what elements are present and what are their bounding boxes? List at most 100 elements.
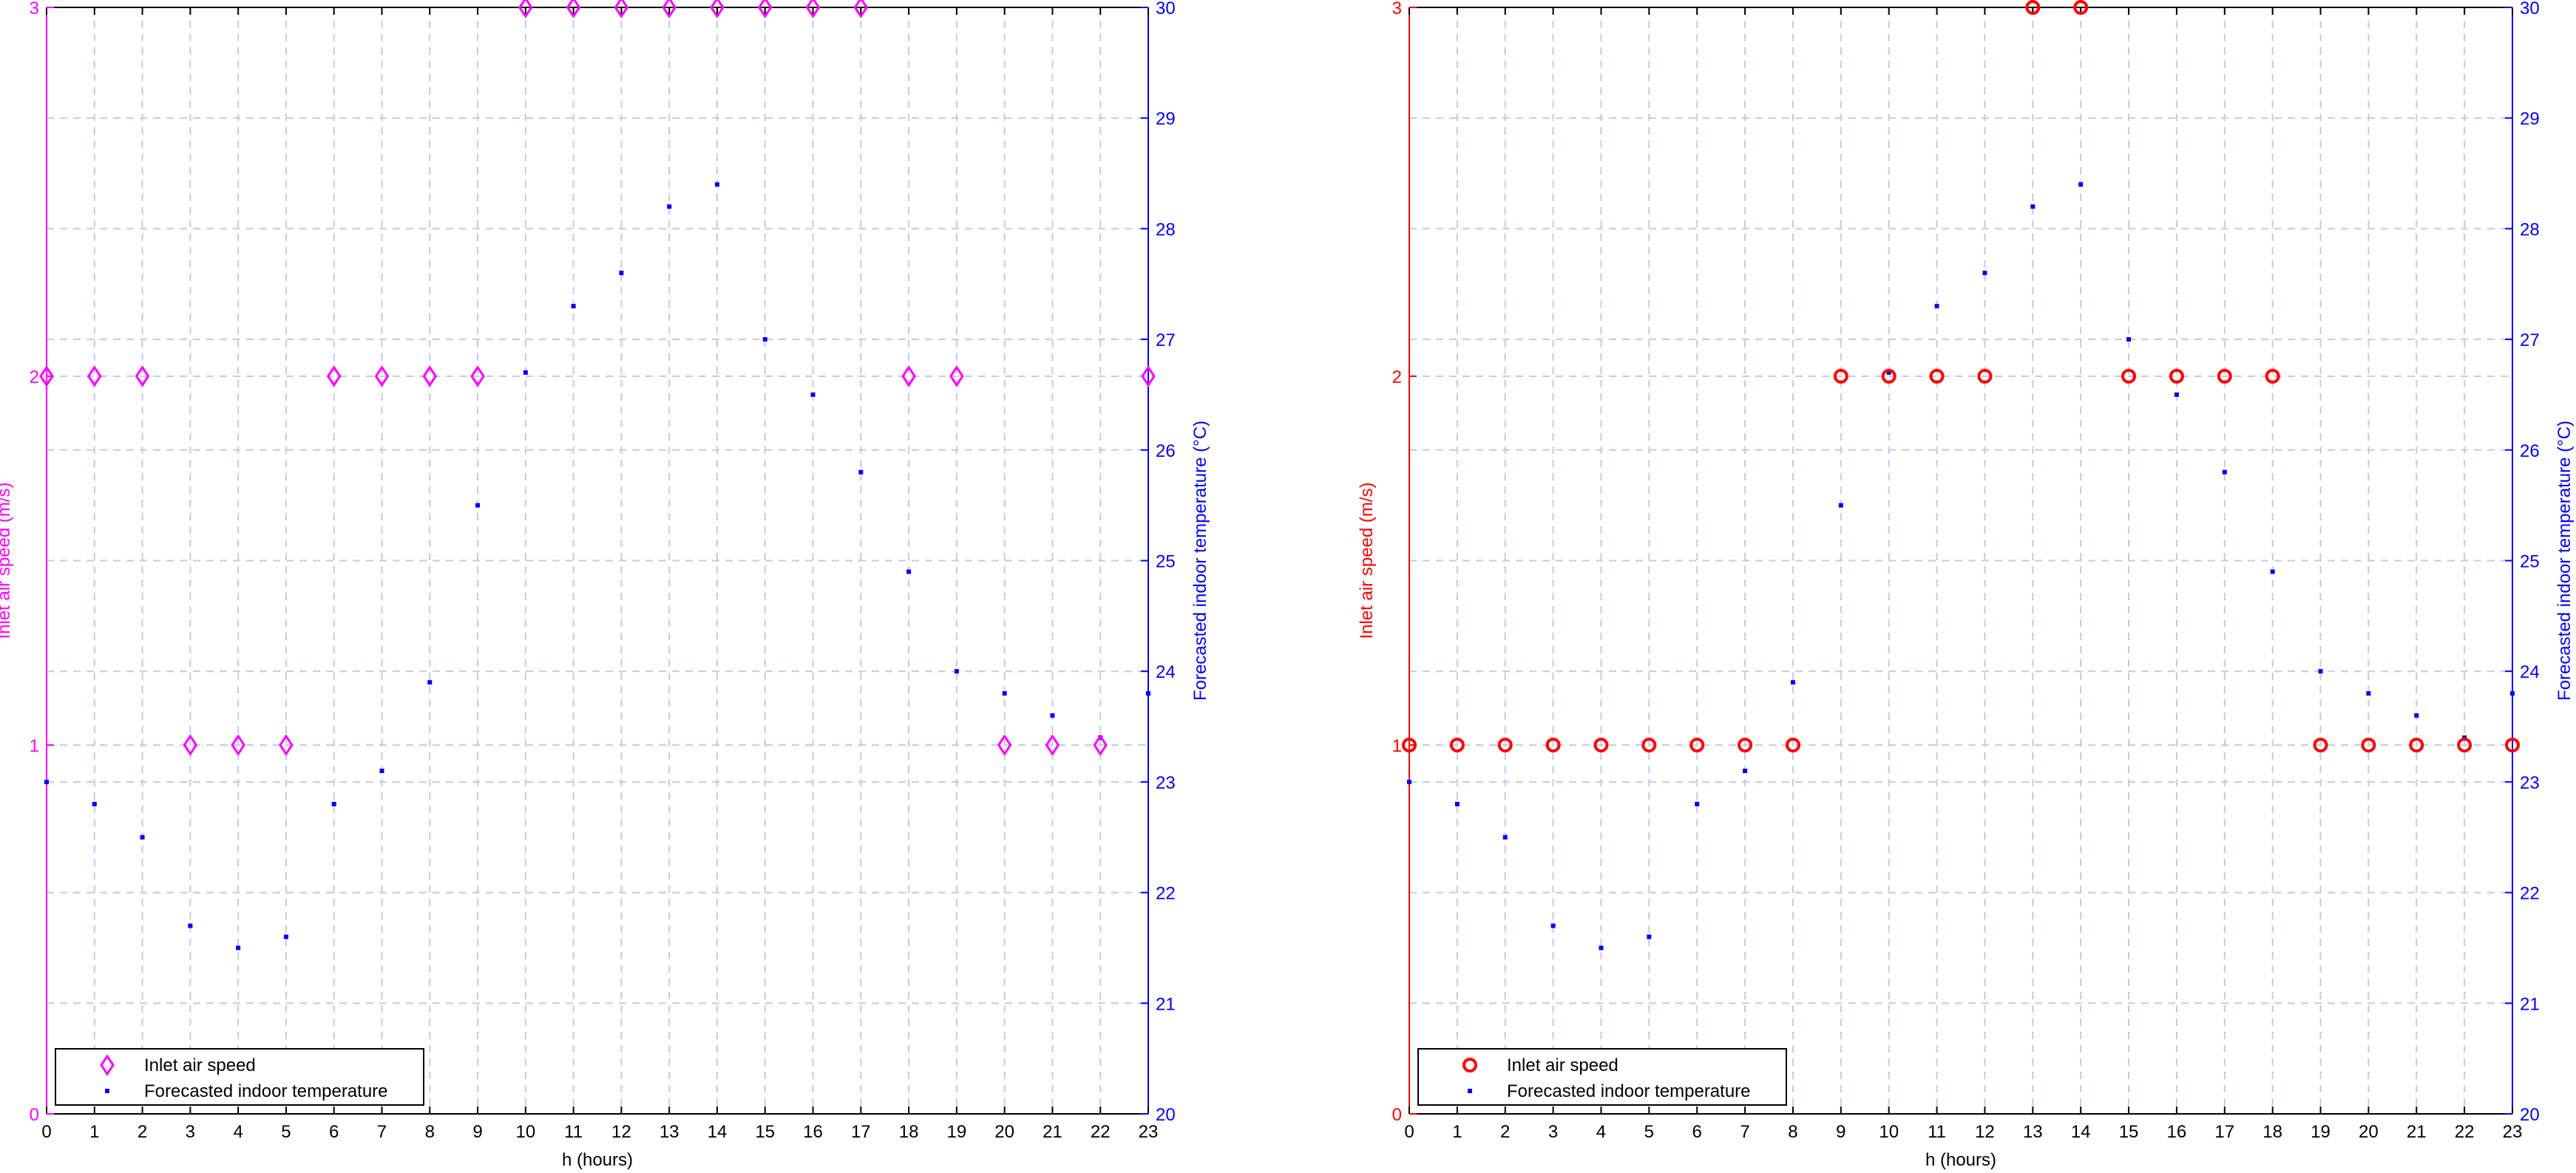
y-tick-label-temperature: 25 (2520, 552, 2540, 572)
temperature-point (714, 182, 719, 187)
temperature-point (1002, 691, 1007, 696)
x-tick-label: 11 (564, 1122, 583, 1142)
temperature-point (140, 834, 145, 840)
speed-point (1738, 738, 1753, 752)
x-tick-label: 0 (1404, 1122, 1414, 1142)
y-tick-label-temperature: 26 (2520, 441, 2540, 461)
speed-point (662, 0, 677, 18)
temperature-point (1886, 370, 1891, 375)
x-tick-label: 18 (2263, 1122, 2282, 1142)
x-tick-label: 5 (1644, 1122, 1654, 1142)
y-tick-label-speed: 2 (1392, 367, 1402, 387)
x-tick-label: 16 (803, 1122, 823, 1142)
speed-point (1402, 738, 1417, 752)
speed-point (2505, 738, 2520, 752)
legend-left: Inlet air speed Forecasted indoor temper… (55, 1048, 424, 1106)
speed-point (997, 734, 1012, 756)
speed-point (279, 734, 294, 756)
y-tick-label-temperature: 28 (2520, 220, 2540, 239)
temperature-point (2366, 691, 2371, 696)
x-tick-label: 9 (1836, 1122, 1845, 1142)
x-tick-label: 20 (994, 1122, 1014, 1142)
x-tick-label: 16 (2167, 1122, 2187, 1142)
x-tick-label: 22 (2455, 1122, 2475, 1142)
x-tick-label: 11 (1928, 1122, 1946, 1142)
y-tick-label-temperature: 22 (1156, 884, 1176, 904)
speed-point (1977, 369, 1993, 384)
speed-point (1881, 369, 1897, 384)
x-tick-label: 2 (138, 1122, 147, 1142)
temperature-point (1743, 768, 1748, 773)
y-tick-label-temperature: 27 (2520, 330, 2540, 350)
y-tick-label-temperature: 29 (1156, 109, 1176, 129)
temperature-point (2078, 182, 2084, 187)
y-tick-label-temperature: 29 (2520, 109, 2540, 129)
y-tick-label-temperature: 20 (1156, 1105, 1176, 1125)
temperature-point (954, 669, 959, 674)
y-tick-label-temperature: 30 (2520, 0, 2540, 18)
x-tick-label: 4 (1596, 1122, 1606, 1142)
legend-speed-marker-glyph (100, 1054, 115, 1076)
x-tick-label: 1 (1452, 1122, 1462, 1142)
speed-point (2121, 369, 2137, 384)
temperature-point (1695, 801, 1700, 806)
x-tick-label: 15 (755, 1122, 775, 1142)
speed-point (2073, 0, 2089, 15)
temperature-point (2174, 392, 2179, 397)
speed-point (135, 365, 150, 387)
speed-point (805, 0, 821, 18)
y-tick-label-temperature: 20 (2520, 1105, 2540, 1125)
speed-point (518, 0, 533, 18)
x-tick-label: 8 (1788, 1122, 1797, 1142)
x-tick-label: 21 (1043, 1122, 1062, 1142)
temperature-point (1502, 834, 1508, 840)
x-tick-label: 8 (425, 1122, 435, 1142)
speed-point (2313, 738, 2328, 752)
temperature-point (2414, 713, 2419, 718)
x-tick-label: 13 (2023, 1122, 2043, 1142)
speed-point (2265, 369, 2280, 384)
temperature-point (1790, 680, 1795, 685)
legend-speed-marker-glyph (1462, 1058, 1477, 1072)
temperature-point (810, 392, 816, 397)
legend-entry-speed: Inlet air speed (144, 1055, 256, 1075)
speed-point (39, 365, 54, 387)
speed-temperature-panel-right: 0 1 2 3 4 5 6 7 8 9 10 11 12 13 14 15 16 17 18 19 20 21 22 2301… (1392, 0, 2540, 1142)
x-tick-label: 19 (947, 1122, 967, 1142)
x-tick-label: 6 (329, 1122, 339, 1142)
x-tick-label: 14 (708, 1122, 728, 1142)
y-tick-label-speed: 3 (30, 0, 39, 18)
legend-right: Inlet air speed Forecasted indoor temper… (1417, 1048, 1787, 1106)
speed-point (901, 365, 916, 387)
speed-point (1785, 738, 1800, 752)
y-tick-label-temperature: 22 (2520, 884, 2540, 904)
x-tick-label: 12 (611, 1122, 631, 1142)
temperature-point (188, 923, 193, 928)
temperature-point (1838, 503, 1843, 508)
speed-point (422, 365, 438, 387)
y-tick-label-temperature: 21 (2520, 994, 2540, 1014)
temperature-point (44, 779, 49, 784)
x-tick-label: 21 (2407, 1122, 2427, 1142)
speed-point (1929, 369, 1945, 384)
temperature-point (1454, 801, 1460, 806)
y-tick-label-temperature: 27 (1156, 330, 1176, 350)
x-axis-label-left: h (hours) (562, 1150, 633, 1170)
speed-point (614, 0, 629, 18)
temperature-point (2270, 569, 2275, 574)
x-tick-label: 6 (1692, 1122, 1702, 1142)
temperature-point (1050, 713, 1055, 718)
x-axis-label-right: h (hours) (1925, 1150, 1996, 1170)
y-axis-label-speed-right: Inlet air speed (m/s) (1357, 482, 1377, 639)
temperature-point (1982, 271, 1987, 276)
legend-entry-temperature: Forecasted indoor temperature (1507, 1081, 1751, 1101)
legend-temperature-marker-glyph (105, 1089, 109, 1093)
x-tick-label: 5 (281, 1122, 291, 1142)
speed-point (853, 0, 869, 18)
speed-point (1833, 369, 1848, 384)
speed-point (1449, 738, 1465, 752)
temperature-point (92, 801, 97, 806)
speed-point (949, 365, 964, 387)
legend-box (55, 1048, 424, 1106)
speed-point (2025, 0, 2041, 15)
